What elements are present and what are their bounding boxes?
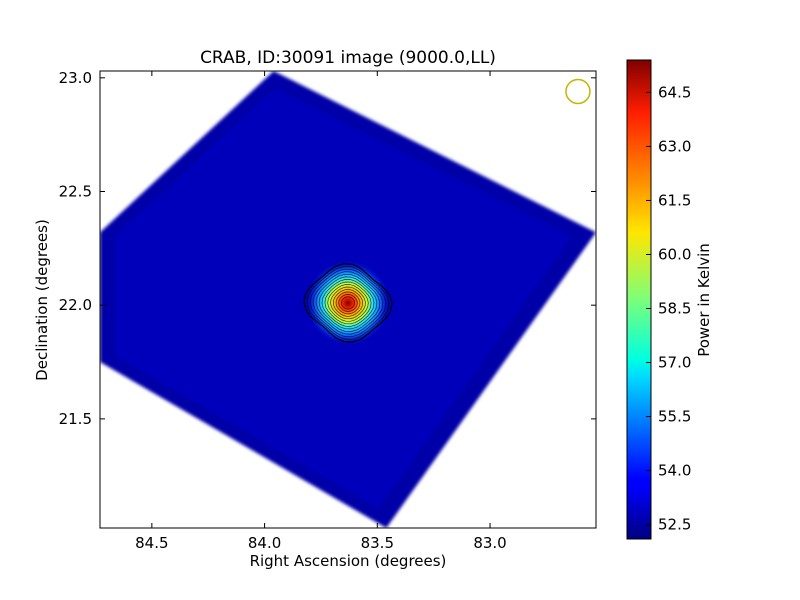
colorbar-tick-label: 55.5 — [658, 408, 691, 426]
contour-line — [321, 279, 375, 327]
source-emission — [306, 260, 390, 345]
x-axis-ticks: 84.5 84.0 83.5 83.0 — [135, 71, 507, 552]
contour-line — [338, 294, 358, 312]
contour-line — [312, 271, 384, 335]
colorbar-tick-label: 57.0 — [658, 354, 691, 372]
colorbar-ticks: 52.5 54.0 55.5 57.0 58.5 60.0 61.5 63.0 64.5 — [646, 83, 691, 534]
contour-line — [318, 276, 378, 330]
contour-line — [332, 289, 364, 317]
x-tick-label: 83.5 — [361, 534, 394, 552]
y-tick-label: 22.5 — [59, 183, 92, 201]
y-axis-ticks: 21.5 22.0 22.5 23.0 — [59, 69, 596, 428]
x-axis-label: Right Ascension (degrees) — [250, 552, 447, 570]
contour-line — [335, 291, 361, 315]
contour-line — [324, 281, 372, 325]
y-tick-label: 23.0 — [59, 69, 92, 87]
contour-line — [330, 286, 366, 320]
contour-line — [327, 284, 369, 322]
colorbar-tick-label: 63.0 — [658, 137, 691, 155]
source-peak — [306, 260, 390, 345]
colorbar-tick-label: 64.5 — [658, 83, 691, 101]
y-tick-label: 21.5 — [59, 410, 92, 428]
contour-line — [315, 273, 381, 332]
contour-lines — [303, 263, 393, 343]
x-tick-label: 84.5 — [135, 534, 168, 552]
chart-title: CRAB, ID:30091 image (9000.0,LL) — [200, 48, 496, 68]
colorbar-tick-label: 52.5 — [658, 516, 691, 534]
colorbar-tick-label: 54.0 — [658, 462, 691, 480]
contour-line — [309, 268, 387, 338]
plot-frame — [99, 70, 597, 529]
contour-line — [306, 266, 390, 340]
x-tick-label: 83.0 — [473, 534, 506, 552]
contour-line — [341, 296, 355, 310]
colorbar-label: Power in Kelvin — [695, 243, 713, 357]
colorbar-tick-label: 58.5 — [658, 300, 691, 318]
y-axis-label: Declination (degrees) — [33, 219, 51, 381]
colorbar-tick-label: 61.5 — [658, 191, 691, 209]
colorbar — [626, 59, 652, 540]
x-tick-label: 84.0 — [248, 534, 281, 552]
colorbar-tick-label: 60.0 — [658, 245, 691, 263]
beam-marker — [565, 78, 591, 105]
contour-line — [303, 263, 393, 343]
y-tick-label: 22.0 — [59, 296, 92, 314]
